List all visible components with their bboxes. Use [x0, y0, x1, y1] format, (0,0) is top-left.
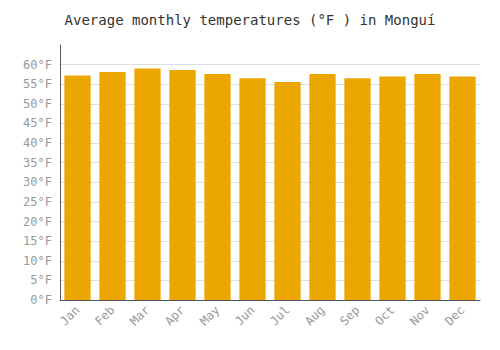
svg-text:55°F: 55°F: [23, 77, 52, 91]
svg-text:60°F: 60°F: [23, 58, 52, 72]
svg-text:45°F: 45°F: [23, 116, 52, 130]
svg-text:Mar: Mar: [127, 303, 152, 328]
svg-text:Jul: Jul: [267, 303, 292, 328]
svg-text:May: May: [197, 303, 222, 328]
svg-text:20°F: 20°F: [23, 215, 52, 229]
svg-text:Jan: Jan: [57, 303, 82, 328]
svg-text:Average monthly temperatures (: Average monthly temperatures (°F ) in Mo…: [65, 12, 436, 28]
svg-text:35°F: 35°F: [23, 156, 52, 170]
svg-text:0°F: 0°F: [30, 293, 52, 307]
svg-text:10°F: 10°F: [23, 254, 52, 268]
svg-text:50°F: 50°F: [23, 97, 52, 111]
svg-text:5°F: 5°F: [30, 273, 52, 287]
svg-text:Apr: Apr: [162, 303, 187, 328]
svg-text:Feb: Feb: [92, 303, 117, 328]
svg-text:40°F: 40°F: [23, 136, 52, 150]
svg-text:15°F: 15°F: [23, 234, 52, 248]
svg-text:25°F: 25°F: [23, 195, 52, 209]
svg-text:Aug: Aug: [302, 303, 327, 328]
svg-text:Sep: Sep: [337, 303, 362, 328]
svg-text:30°F: 30°F: [23, 175, 52, 189]
svg-text:Dec: Dec: [442, 303, 467, 328]
svg-text:Oct: Oct: [372, 303, 397, 328]
svg-text:Nov: Nov: [407, 303, 432, 328]
svg-text:Jun: Jun: [232, 303, 257, 328]
